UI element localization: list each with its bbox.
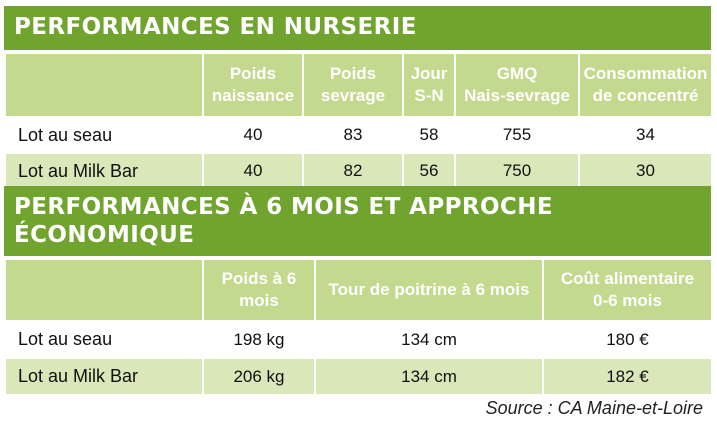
header-line: GMQ xyxy=(496,64,538,83)
table-cell: 206 kg xyxy=(202,357,316,396)
header-weight-6-months: Poids à 6 mois xyxy=(202,258,316,322)
table-cell: 134 cm xyxy=(314,320,544,359)
table-cell: 750 xyxy=(454,152,580,190)
header-gmq: GMQ Nais-sevrage xyxy=(454,52,580,118)
table-header-row: Poids à 6 mois Tour de poitrine à 6 mois… xyxy=(4,258,713,322)
table-cell: 40 xyxy=(202,152,304,190)
section-1-title: PERFORMANCES EN NURSERIE xyxy=(4,6,711,50)
table-cell: 134 cm xyxy=(314,357,544,396)
header-line: Nais-sevrage xyxy=(464,86,570,105)
nursery-performance-table: Poids naissance Poids sevrage Jour S-N G… xyxy=(4,52,713,190)
six-month-performance-table: Poids à 6 mois Tour de poitrine à 6 mois… xyxy=(4,258,713,396)
table-cell: 83 xyxy=(302,116,404,154)
row-label: Lot au Milk Bar xyxy=(4,152,204,190)
header-corner xyxy=(4,52,204,118)
table-cell: 180 € xyxy=(542,320,713,359)
header-line: 0-6 mois xyxy=(593,291,662,310)
source-credit: Source : CA Maine-et-Loire xyxy=(485,398,703,418)
header-line: Poids à 6 xyxy=(221,269,297,288)
table-cell: 40 xyxy=(202,116,304,154)
header-line: Poids xyxy=(229,64,277,83)
section-2-title-line-2: ÉCONOMIQUE xyxy=(14,222,195,248)
table-cell: 198 kg xyxy=(202,320,316,359)
header-concentrate-consumption: Consommation de concentré xyxy=(578,52,713,118)
table-cell: 34 xyxy=(578,116,713,154)
row-label: Lot au Milk Bar xyxy=(4,357,204,396)
header-line: Jour xyxy=(410,64,448,83)
table-row: Lot au seau 198 kg 134 cm 180 € xyxy=(4,320,713,359)
table-cell: 755 xyxy=(454,116,580,154)
header-weaning-weight: Poids sevrage xyxy=(302,52,404,118)
table-cell: 30 xyxy=(578,152,713,190)
table-row: Lot au seau 40 83 58 755 34 xyxy=(4,116,713,154)
table-cell: 58 xyxy=(402,116,456,154)
row-label: Lot au seau xyxy=(4,320,204,359)
header-line: Tour de poitrine à 6 mois xyxy=(328,280,530,299)
header-line: Consommation xyxy=(583,64,708,83)
table-row: Lot au Milk Bar 40 82 56 750 30 xyxy=(4,152,713,190)
section-2-title: PERFORMANCES À 6 MOIS ET APPROCHE ÉCONOM… xyxy=(4,186,711,256)
header-line: naissance xyxy=(211,86,295,105)
header-line: Coût alimentaire xyxy=(560,269,695,288)
header-chest-girth: Tour de poitrine à 6 mois xyxy=(314,258,544,322)
header-line: de concentré xyxy=(592,86,699,105)
header-day-sn: Jour S-N xyxy=(402,52,456,118)
header-line: sevrage xyxy=(320,86,386,105)
section-2-title-line-1: PERFORMANCES À 6 MOIS ET APPROCHE xyxy=(14,194,553,220)
table-row: Lot au Milk Bar 206 kg 134 cm 182 € xyxy=(4,357,713,396)
row-label: Lot au seau xyxy=(4,116,204,154)
header-line: Poids xyxy=(329,64,377,83)
table-cell: 182 € xyxy=(542,357,713,396)
header-corner xyxy=(4,258,204,322)
table-cell: 56 xyxy=(402,152,456,190)
header-line: mois xyxy=(239,291,279,310)
table-header-row: Poids naissance Poids sevrage Jour S-N G… xyxy=(4,52,713,118)
header-line: S-N xyxy=(414,86,444,105)
header-feed-cost: Coût alimentaire 0-6 mois xyxy=(542,258,713,322)
table-cell: 82 xyxy=(302,152,404,190)
section-1-title-text: PERFORMANCES EN NURSERIE xyxy=(14,14,417,40)
header-birth-weight: Poids naissance xyxy=(202,52,304,118)
